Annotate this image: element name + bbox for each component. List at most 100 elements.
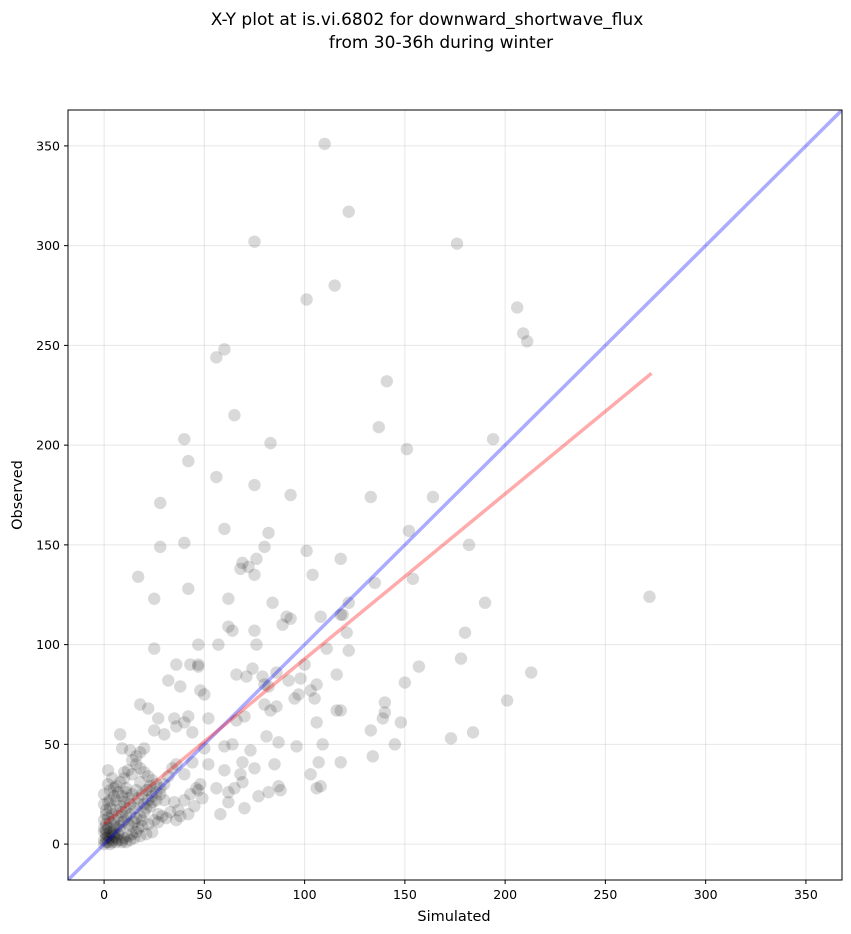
data-point xyxy=(402,524,416,538)
y-tick-label: 250 xyxy=(36,338,60,353)
data-point xyxy=(238,710,251,723)
chart-title-line-2: from 30-36h during winter xyxy=(329,33,553,53)
data-point xyxy=(154,496,167,510)
data-point xyxy=(234,768,247,781)
data-point xyxy=(214,807,227,821)
data-point xyxy=(121,792,135,805)
data-point xyxy=(103,837,117,851)
data-point xyxy=(99,807,113,821)
chart-title-line-1: X-Y plot at is.vi.6802 for downward_shor… xyxy=(211,10,644,30)
data-point xyxy=(196,792,209,805)
data-point xyxy=(320,642,333,655)
data-point xyxy=(129,811,143,825)
data-point xyxy=(127,801,141,815)
y-tick-label: 100 xyxy=(36,637,60,652)
data-point xyxy=(516,327,530,340)
data-point xyxy=(182,807,195,821)
data-point xyxy=(154,782,167,795)
data-point xyxy=(164,805,177,819)
data-point xyxy=(135,813,149,827)
data-point xyxy=(152,807,165,821)
data-point xyxy=(103,794,117,807)
data-points xyxy=(97,137,656,851)
data-point xyxy=(107,782,121,795)
data-point xyxy=(194,778,207,791)
data-point xyxy=(258,540,271,554)
data-point xyxy=(156,809,169,823)
data-point xyxy=(117,831,131,845)
data-point xyxy=(364,724,377,737)
data-point xyxy=(99,803,113,817)
data-point xyxy=(140,827,153,841)
data-point xyxy=(123,797,137,811)
data-point xyxy=(121,829,135,843)
data-point xyxy=(186,756,199,769)
data-point xyxy=(312,756,325,769)
data-point xyxy=(228,409,241,422)
data-point xyxy=(486,432,500,446)
data-point xyxy=(158,794,171,807)
data-point xyxy=(97,821,111,835)
data-point xyxy=(101,778,115,791)
data-point xyxy=(178,536,191,550)
regression-line xyxy=(102,371,653,826)
data-point xyxy=(125,788,139,801)
data-point xyxy=(184,788,197,801)
data-point xyxy=(248,762,261,775)
y-axis-label: Observed xyxy=(10,460,26,530)
data-point xyxy=(426,490,440,504)
data-point xyxy=(510,301,524,314)
data-point xyxy=(101,829,115,843)
data-point xyxy=(172,803,185,817)
data-point xyxy=(328,279,341,292)
data-point xyxy=(99,831,113,845)
data-point xyxy=(105,807,119,821)
data-point xyxy=(256,670,269,683)
data-point xyxy=(154,540,167,554)
data-point xyxy=(113,823,127,837)
data-point xyxy=(107,825,121,839)
data-point xyxy=(103,825,117,839)
data-point xyxy=(101,764,115,777)
data-point xyxy=(236,556,249,570)
data-point xyxy=(131,797,145,811)
data-point xyxy=(174,680,187,693)
data-point xyxy=(148,724,161,737)
data-point xyxy=(97,825,111,839)
data-point xyxy=(97,813,111,827)
data-point xyxy=(242,560,255,574)
y-tick-label: 50 xyxy=(44,737,60,752)
data-point xyxy=(174,809,187,823)
y-tick-label: 0 xyxy=(52,837,60,852)
data-point xyxy=(304,768,317,781)
data-point xyxy=(160,811,173,825)
data-point xyxy=(236,776,249,789)
data-point xyxy=(262,526,275,540)
data-point xyxy=(115,790,129,803)
data-point xyxy=(184,658,197,671)
data-point xyxy=(144,780,157,793)
data-point xyxy=(274,784,287,797)
data-point xyxy=(178,768,191,781)
data-point xyxy=(272,780,285,793)
plot-frame xyxy=(67,109,843,881)
data-point xyxy=(137,805,151,819)
data-point xyxy=(294,672,307,685)
data-point xyxy=(388,738,402,751)
data-point xyxy=(107,819,121,833)
data-point xyxy=(99,835,113,849)
data-point xyxy=(158,778,171,791)
data-point xyxy=(99,817,113,831)
data-point xyxy=(248,624,261,637)
data-point xyxy=(406,572,420,585)
data-point xyxy=(212,638,225,651)
data-point xyxy=(230,668,243,681)
data-point xyxy=(336,608,349,621)
data-point xyxy=(334,756,347,769)
data-point xyxy=(314,610,327,623)
data-point xyxy=(316,738,329,751)
data-point xyxy=(105,835,119,849)
data-point xyxy=(133,698,147,711)
data-point xyxy=(244,744,257,757)
